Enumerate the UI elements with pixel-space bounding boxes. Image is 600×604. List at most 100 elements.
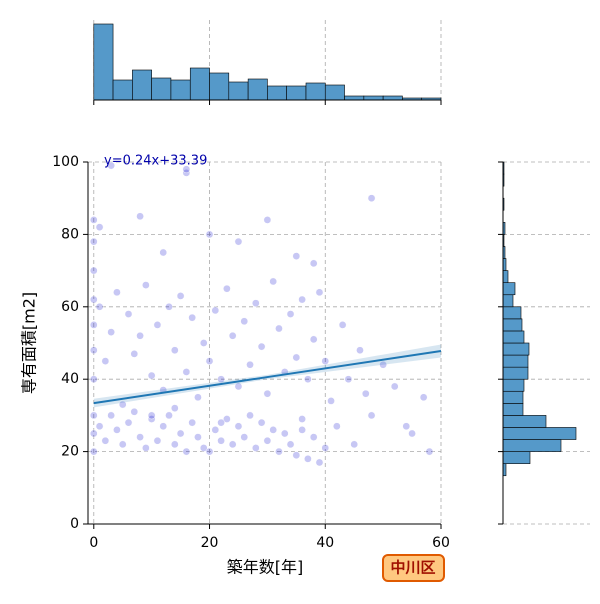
scatter-point [130,350,139,358]
scatter-point [275,447,283,456]
scatter-point [89,321,98,329]
scatter-point [257,342,266,351]
scatter-point [286,440,295,449]
y-hist-bar [502,318,523,332]
x-hist-bar [344,95,365,101]
scatter-point [211,426,220,434]
scatter-point [101,436,110,445]
scatter-point [402,422,411,431]
x-tick-label: 0 [89,535,98,551]
scatter-point [107,328,115,336]
scatter-point [332,422,341,431]
x-hist-bar [151,77,172,101]
scatter-point [298,295,306,304]
scatter-point [304,375,312,384]
y-tick-label: 20 [61,444,79,460]
scatter-point [292,353,301,362]
scatter-point [199,339,208,347]
scatter-point [228,440,237,449]
scatter-point [228,331,237,340]
scatter-point [263,436,272,445]
x-hist-bar [93,23,114,101]
scatter-point [419,393,428,402]
scatter-point [153,436,162,445]
x-tick-label: 40 [316,535,334,551]
x-hist-bar [247,78,268,101]
scatter-point [142,281,150,289]
scatter-point [263,389,272,398]
scatter-point [217,436,225,445]
scatter-point [275,324,283,333]
y-hist-bar [502,306,522,320]
scatter-point [101,357,110,365]
scatter-point [107,411,115,420]
scatter-point [408,429,416,438]
scatter-point [246,360,254,369]
scatter-point [269,426,278,434]
scatter-point [379,360,387,369]
x-hist-bar [286,85,307,101]
scatter-point [309,335,318,344]
scatter-point [344,375,353,384]
scatter-point [269,277,278,286]
scatter-point [205,357,214,365]
scatter-point [251,444,260,452]
scatter-point [159,248,168,257]
y-hist-bar [502,342,530,356]
scatter-point [89,346,98,355]
scatter-point [89,237,98,246]
scatter-point [223,415,231,423]
scatter-point [298,415,306,423]
y-hist-bar [502,427,577,440]
scatter-point [95,302,104,311]
scatter-point [89,375,98,384]
scatter-point [89,216,98,224]
scatter-point [367,194,376,203]
scatter-point [234,382,243,391]
scatter-point [240,433,249,441]
x-hist-bar [132,69,152,101]
y-hist-bar [502,354,529,368]
scatter-point [298,426,306,434]
y-tick-label: 40 [61,371,79,387]
scatter-point [124,418,133,427]
scatter-point [95,422,104,431]
scatter-point [223,284,231,293]
scatter-point [321,357,330,365]
scatter-point [165,302,173,311]
x-axis-label: 築年数[年] [227,558,304,577]
scatter-point [165,411,173,420]
scatter-point [113,426,121,434]
scatter-point [240,317,249,326]
y-hist-bar [502,294,514,308]
scatter-point [147,411,156,420]
scatter-point [89,295,98,304]
y-tick-label: 60 [61,299,79,315]
scatter-point [234,237,243,246]
scatter-point [188,418,197,427]
scatter-point [89,266,98,275]
scatter-point [89,429,98,438]
scatter-point [315,288,324,297]
scatter-point [356,346,364,355]
scatter-point [176,429,185,438]
confidence-band [93,344,441,408]
scatter-point [170,440,179,449]
scatter-point [338,321,347,329]
scatter-point [182,368,191,376]
scatter-point [170,404,179,413]
scatter-point [263,216,272,224]
x-tick-label: 60 [432,535,450,551]
scatter-point [199,444,208,452]
scatter-point [130,407,139,416]
scatter-point [327,397,335,405]
scatter-point [147,371,156,380]
y-hist-bar [502,366,529,380]
scatter-point [142,444,150,452]
scatter-point [118,440,127,449]
x-hist-bar [189,67,210,101]
scatter-point [188,313,197,322]
y-axis-label: 専有面積[m2] [20,292,39,394]
scatter-point [367,411,376,420]
